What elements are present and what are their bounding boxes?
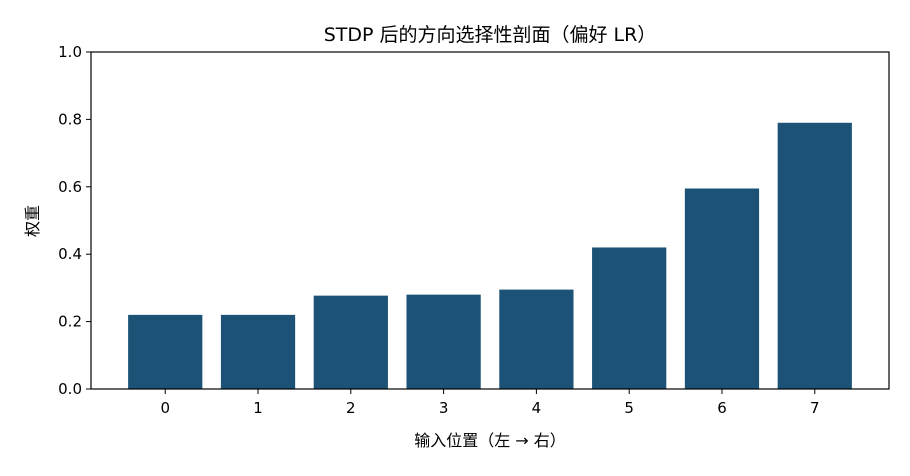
x-tick-label: 0 — [160, 399, 170, 417]
x-tick-label: 7 — [810, 399, 820, 417]
x-tick-label: 3 — [439, 399, 449, 417]
y-axis-label: 权重 — [23, 205, 42, 237]
bar-2 — [313, 295, 388, 389]
x-tick-label: 2 — [346, 399, 356, 417]
x-tick-label: 5 — [624, 399, 634, 417]
bar-0 — [128, 314, 203, 389]
chart-title: STDP 后的方向选择性剖面（偏好 LR） — [324, 24, 657, 46]
bars-group — [128, 122, 852, 390]
bar-1 — [220, 314, 296, 389]
y-tick-label: 0.6 — [58, 178, 82, 196]
x-axis-ticks: 0 1 2 3 4 5 6 7 — [160, 389, 820, 417]
y-tick-label: 0.0 — [58, 380, 82, 398]
y-tick-label: 0.2 — [58, 313, 82, 331]
bar-5 — [592, 247, 667, 389]
x-tick-label: 6 — [717, 399, 727, 417]
y-tick-label: 0.4 — [58, 245, 82, 263]
x-tick-label: 1 — [253, 399, 263, 417]
y-axis-ticks: 0.0 0.2 0.4 0.6 0.8 1.0 — [58, 43, 91, 398]
bar-6 — [684, 188, 760, 389]
x-axis-label: 输入位置（左 → 右） — [414, 431, 566, 450]
bar-4 — [499, 289, 574, 389]
plot-frame — [90, 51, 890, 390]
bar-3 — [406, 294, 481, 389]
y-tick-label: 0.8 — [58, 110, 82, 128]
bar-7 — [777, 122, 852, 390]
x-tick-label: 4 — [532, 399, 542, 417]
y-tick-label: 1.0 — [58, 43, 82, 61]
